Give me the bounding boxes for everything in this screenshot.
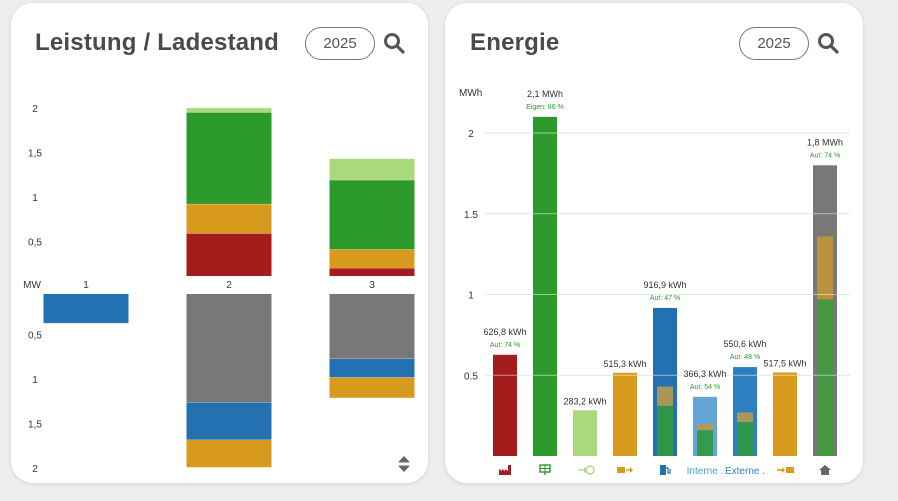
y-tick-label: 0,5 bbox=[28, 238, 42, 249]
energy-search-icon[interactable] bbox=[816, 31, 840, 55]
power-bar-segment bbox=[43, 294, 129, 324]
autarky-overlay bbox=[697, 423, 713, 431]
autarky-overlay bbox=[697, 430, 713, 456]
battery-charge-icon bbox=[777, 467, 794, 473]
power-bar-segment bbox=[329, 358, 415, 378]
bar-value-label: 283,2 kWh bbox=[563, 396, 606, 406]
energy-bar bbox=[613, 372, 637, 456]
external-icon: Externe . bbox=[725, 466, 765, 477]
energy-bar bbox=[573, 410, 597, 456]
y-tick-label: 1 bbox=[32, 375, 38, 386]
factory-shape bbox=[499, 465, 511, 475]
battery-discharge-icon bbox=[617, 467, 633, 473]
energy-year-button[interactable]: 2025 bbox=[739, 27, 809, 60]
bar-value-label: 366,3 kWh bbox=[683, 369, 726, 379]
power-bar-segment bbox=[329, 267, 415, 276]
x-tick-label: 1 bbox=[83, 280, 89, 291]
autarky-overlay bbox=[817, 236, 833, 300]
power-card: Leistung / Ladestand 2025 2 1,5 1 0,5 0,5 1 1,… bbox=[11, 3, 428, 483]
sort-icon[interactable] bbox=[397, 455, 411, 473]
bar-value-label: 2,1 MWh bbox=[527, 89, 563, 99]
autarky-overlay bbox=[657, 386, 673, 406]
y-tick-label: 0,5 bbox=[28, 331, 42, 342]
bar-sub-label: Aut: 47 % bbox=[650, 295, 680, 302]
arrow-head bbox=[630, 467, 633, 473]
bar-value-label: 916,9 kWh bbox=[643, 280, 686, 290]
bar-sub-label: Aut: 48 % bbox=[730, 354, 760, 361]
power-chart: 2 1,5 1 0,5 0,5 1 1,5 2 MW 1 2 3 bbox=[23, 104, 415, 475]
power-bar-segment bbox=[329, 179, 415, 250]
x-tick-label: 2 bbox=[226, 280, 232, 291]
power-search-icon[interactable] bbox=[382, 31, 406, 55]
autarky-overlay bbox=[657, 405, 673, 456]
power-bar-segment bbox=[186, 402, 272, 440]
grid-export-icon bbox=[578, 465, 595, 475]
power-bar-segment bbox=[186, 107, 272, 113]
power-bar-segment bbox=[329, 377, 415, 399]
y-tick-label: 2 bbox=[468, 129, 474, 140]
x-tick-label: 3 bbox=[369, 280, 375, 291]
energy-chart: MWh 2 1.5 1 0.5 626,8 kWh Aut: 74 % 2,1 MWh Eige… bbox=[459, 88, 850, 477]
charger-body bbox=[660, 465, 666, 475]
bar-sub-label: Aut: 54 % bbox=[690, 384, 720, 391]
energy-card-title: Energie bbox=[470, 29, 560, 56]
energy-bar bbox=[773, 372, 797, 456]
energy-bar bbox=[533, 116, 557, 456]
y-tick-label: 0.5 bbox=[464, 371, 478, 382]
y-tick-label: 2 bbox=[32, 104, 38, 115]
autarky-overlay bbox=[737, 412, 753, 423]
bar-value-label: 517,5 kWh bbox=[763, 358, 806, 368]
globe-shape bbox=[585, 465, 595, 475]
power-bar-segment bbox=[186, 294, 272, 403]
ev-charger-icon bbox=[660, 465, 671, 475]
y-tick-label: 1.5 bbox=[464, 210, 478, 221]
power-year-button[interactable]: 2025 bbox=[305, 27, 375, 60]
bar-value-label: 550,6 kWh bbox=[723, 339, 766, 349]
bar-sub-label: Aut: 74 % bbox=[810, 152, 840, 159]
bar-value-label: 1,8 MWh bbox=[807, 137, 843, 147]
bar-sub-label: Eigen: 86 % bbox=[526, 104, 564, 111]
energy-bar bbox=[493, 354, 517, 456]
bar-value-label: 515,3 kWh bbox=[603, 359, 646, 369]
power-bar-segment bbox=[186, 203, 272, 234]
y-tick-label: 1,5 bbox=[28, 149, 42, 160]
bar-value-label: 626,8 kWh bbox=[483, 327, 526, 337]
power-bar-segment bbox=[329, 158, 415, 180]
power-bar-segment bbox=[329, 249, 415, 268]
solar-panel-icon bbox=[539, 464, 551, 475]
autarky-overlay bbox=[737, 422, 753, 456]
unit-label: MWh bbox=[459, 88, 482, 99]
y-tick-label: 1 bbox=[468, 291, 474, 302]
home-icon bbox=[819, 465, 831, 475]
autarky-overlay bbox=[817, 299, 833, 456]
y-tick-label: 2 bbox=[32, 464, 38, 475]
battery-body bbox=[617, 467, 625, 473]
power-bar-segment bbox=[186, 112, 272, 204]
factory-icon bbox=[499, 465, 511, 475]
unit-label: MW bbox=[23, 280, 41, 291]
y-tick-label: 1,5 bbox=[28, 420, 42, 431]
power-bar-segment bbox=[329, 294, 415, 359]
power-card-title: Leistung / Ladestand bbox=[35, 29, 280, 56]
charger-cable bbox=[666, 467, 671, 474]
internal-icon: Interne . bbox=[687, 466, 724, 477]
home-shape bbox=[819, 465, 831, 475]
power-bar-segment bbox=[186, 439, 272, 468]
power-bar-segment bbox=[186, 233, 272, 276]
battery-body bbox=[786, 467, 794, 473]
bar-sub-label: Aut: 74 % bbox=[490, 342, 520, 349]
energy-card: Energie 2025 MWh 2 1.5 1 0.5 626,8 kWh Aut: 74… bbox=[445, 3, 863, 483]
y-tick-label: 1 bbox=[32, 193, 38, 204]
arrow-head bbox=[782, 467, 785, 473]
